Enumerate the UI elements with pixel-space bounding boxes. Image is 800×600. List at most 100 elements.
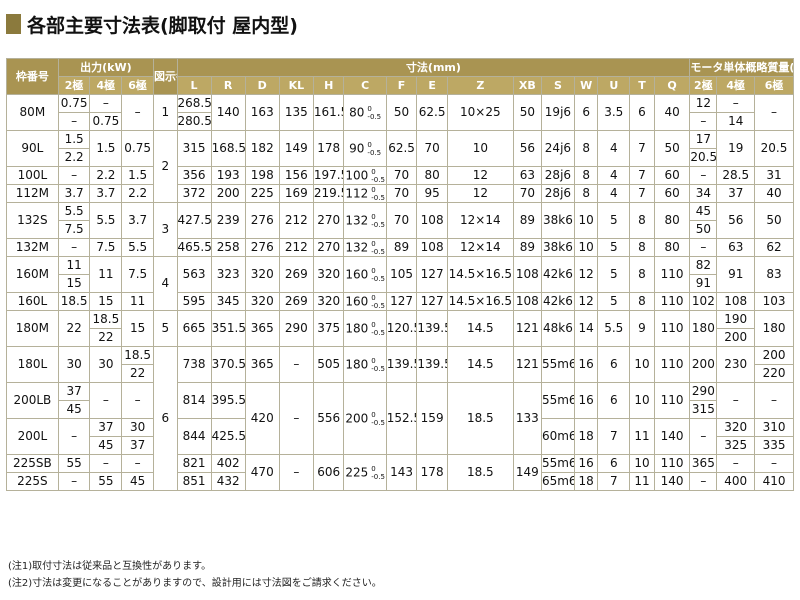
cell-s: 24j6 xyxy=(540,130,575,167)
table-row: 100L–2.21.5356193198156197.51000-0.57080… xyxy=(6,166,794,185)
cell-f: 105 xyxy=(385,256,418,293)
cell-w6: – xyxy=(754,454,794,473)
cell-kl: 212 xyxy=(278,202,314,239)
tolerance-upper: 0 xyxy=(371,293,376,302)
table-row: 200LB3745––814395.5420–5562000-0.5152.51… xyxy=(6,382,794,455)
cell-s: 42k6 xyxy=(540,256,575,293)
cell-kl: 290 xyxy=(278,310,314,347)
cell-z: 10 xyxy=(446,130,514,167)
cell-h: 270 xyxy=(312,238,345,257)
cell-r: 370.5 xyxy=(210,346,246,383)
tolerance-lower: -0.5 xyxy=(371,328,385,337)
cell-p4: 2.2 xyxy=(89,166,123,185)
cell-p6-line: 30 xyxy=(122,420,153,437)
cell-p2: 22 xyxy=(57,310,91,347)
cell-e: 127 xyxy=(416,256,448,293)
cell-w: 16 xyxy=(573,382,599,419)
cell-l-line: 280.5 xyxy=(177,114,212,128)
cell-w2-line: 12 xyxy=(690,96,716,113)
tolerance-upper: 0 xyxy=(367,104,372,113)
cell-d: 276 xyxy=(244,238,280,257)
cell-w4: 19 xyxy=(716,130,756,167)
header-dim-q: Q xyxy=(653,76,691,95)
cell-w: 6 xyxy=(573,94,599,131)
cell-d: 365 xyxy=(244,346,280,383)
cell-t: 8 xyxy=(629,238,655,257)
cell-s: 19j6 xyxy=(540,94,575,131)
cell-e: 62.5 xyxy=(416,94,448,131)
cell-w2: 365 xyxy=(689,454,718,473)
title-marker xyxy=(6,14,21,34)
header-weight-pole: 4極 xyxy=(716,76,756,95)
cell-w4-line: 14 xyxy=(728,114,744,128)
cell-w2: 102 xyxy=(689,292,718,311)
cell-w6: 20.5 xyxy=(754,130,794,167)
cell-p4-line: 45 xyxy=(98,438,114,452)
cell-l: 851 xyxy=(176,472,212,491)
cell-d: 365 xyxy=(244,310,280,347)
cell-p2-line: 5.5 xyxy=(59,204,89,221)
cell-u: 4 xyxy=(597,184,631,203)
tolerance: 0 -0.5 xyxy=(371,168,385,184)
cell-c: 180 0 -0.5 xyxy=(343,310,387,347)
cell-w2: 45 50 xyxy=(689,202,718,239)
cell-w: 12 xyxy=(573,256,599,293)
cell-w2-line: 50 xyxy=(695,222,712,236)
cell-s: 60m6 xyxy=(540,418,575,455)
header-output: 出力(kW) xyxy=(57,58,155,77)
header-dim-xb: XB xyxy=(512,76,542,95)
cell-e: 139.5 xyxy=(416,346,448,383)
cell-xb: 50 xyxy=(512,94,542,131)
tolerance-lower: -0.5 xyxy=(371,301,385,310)
cell-w: 10 xyxy=(573,238,599,257)
cell-f: 139.5 xyxy=(385,346,418,383)
cell-q: 110 xyxy=(653,310,691,347)
cell-l: 738 xyxy=(176,346,212,383)
cell-u: 5.5 xyxy=(597,310,631,347)
cell-d: 320 xyxy=(244,256,280,293)
cell-c: 180 0 -0.5 xyxy=(343,346,387,383)
cell-fig: 6 xyxy=(153,346,178,491)
cell-p2-line: 7.5 xyxy=(64,222,84,236)
cell-f: 70 xyxy=(385,184,418,203)
cell-w4: – xyxy=(716,382,756,419)
cell-p4: 3.7 xyxy=(89,184,123,203)
cell-s: 48k6 xyxy=(540,310,575,347)
cell-f: 127 xyxy=(385,292,418,311)
cell-xb: 56 xyxy=(512,130,542,167)
cell-l: 563 xyxy=(176,256,212,293)
cell-r: 140 xyxy=(210,94,246,131)
cell-e: 159 xyxy=(416,382,448,455)
cell-l: 821 xyxy=(176,454,212,473)
table-row: 160M 11 15 11 7.5 4 563 323 320 269 320 160 0 -0.5 105… xyxy=(6,256,794,311)
cell-u: 6 xyxy=(597,382,631,419)
cell-h: 320 xyxy=(312,292,345,311)
header-weight: モータ単体概略質量(kg) xyxy=(689,58,794,77)
cell-w2-line: 290 xyxy=(690,384,716,401)
cell-w: 16 xyxy=(573,454,599,473)
cell-s: 28j6 xyxy=(540,184,575,203)
cell-w: 18 xyxy=(573,418,599,455)
tolerance-lower: -0.5 xyxy=(367,112,382,121)
cell-w: 8 xyxy=(573,184,599,203)
cell-p2-line: 45 xyxy=(66,402,82,416)
cell-kl: – xyxy=(278,346,314,383)
cell-p2: 5.5 7.5 xyxy=(57,202,91,239)
cell-p4: 5.5 xyxy=(89,202,123,239)
table-row: 80M0.75––0.75–1268.5280.5140163135161.58… xyxy=(6,94,794,131)
cell-r: 200 xyxy=(210,184,246,203)
cell-w: 16 xyxy=(573,346,599,383)
cell-frame: 225SB xyxy=(6,454,59,473)
cell-l: 814 xyxy=(176,382,212,419)
cell-p4: 11 xyxy=(89,256,123,293)
cell-d: 320 xyxy=(244,292,280,311)
cell-kl: – xyxy=(278,382,314,455)
cell-p4: 37 45 xyxy=(89,418,123,455)
cell-p2: 3.7 xyxy=(57,184,91,203)
cell-w6-line: 200 xyxy=(755,348,793,365)
cell-frame: 80M xyxy=(6,94,59,131)
cell-q: 110 xyxy=(653,454,691,473)
cell-p2: 30 xyxy=(57,346,91,383)
cell-w6: – xyxy=(754,382,794,419)
cell-q: 140 xyxy=(653,418,691,455)
